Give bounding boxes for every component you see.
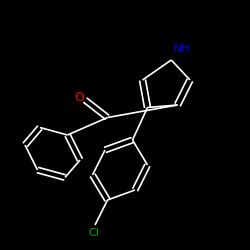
Text: NH: NH — [174, 44, 190, 54]
Text: Cl: Cl — [88, 228, 99, 238]
Text: O: O — [74, 91, 84, 104]
